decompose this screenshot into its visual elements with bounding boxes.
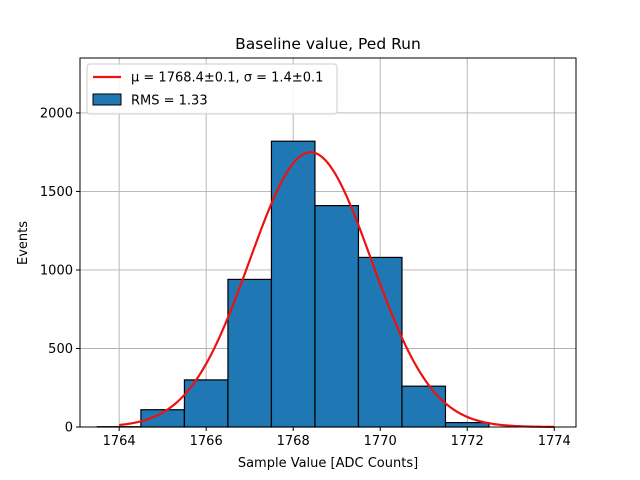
y-tick-label: 2000: [40, 106, 73, 121]
gaussian-fit-curve: [119, 151, 555, 429]
y-tick-label: 1500: [40, 185, 73, 200]
histogram-bar: [227, 278, 273, 428]
legend-fit-label: μ = 1768.4±0.1, σ = 1.4±0.1: [131, 71, 323, 86]
legend-rms-label: RMS = 1.33: [131, 94, 208, 109]
chart-title: Baseline value, Ped Run: [235, 35, 421, 53]
legend: μ = 1768.4±0.1, σ = 1.4±0.1 RMS = 1.33: [86, 63, 338, 115]
histogram-bar: [444, 422, 490, 428]
x-tick-label: 1766: [190, 434, 223, 449]
y-axis-label: Events: [16, 221, 31, 265]
x-tick-label: 1768: [277, 434, 310, 449]
x-tick-label: 1764: [103, 434, 136, 449]
y-axis-ticks: 0 500 1000 1500 2000: [40, 106, 80, 436]
plot-frame: [79, 57, 577, 428]
legend-rms-patch-icon: [92, 93, 122, 106]
histogram-bar: [401, 385, 447, 428]
y-tick-label: 0: [65, 421, 73, 436]
y-tick-label: 1000: [40, 263, 73, 278]
x-axis-ticks: 1764 1766 1768 1770 1772 1774: [103, 427, 571, 449]
x-tick-label: 1774: [538, 434, 571, 449]
histogram-bar: [270, 140, 316, 428]
x-tick-label: 1770: [364, 434, 397, 449]
y-tick-label: 500: [48, 342, 73, 357]
histogram-bar: [314, 205, 360, 428]
legend-box: [86, 63, 338, 115]
x-axis-label: Sample Value [ADC Counts]: [238, 456, 418, 471]
x-tick-label: 1772: [451, 434, 484, 449]
